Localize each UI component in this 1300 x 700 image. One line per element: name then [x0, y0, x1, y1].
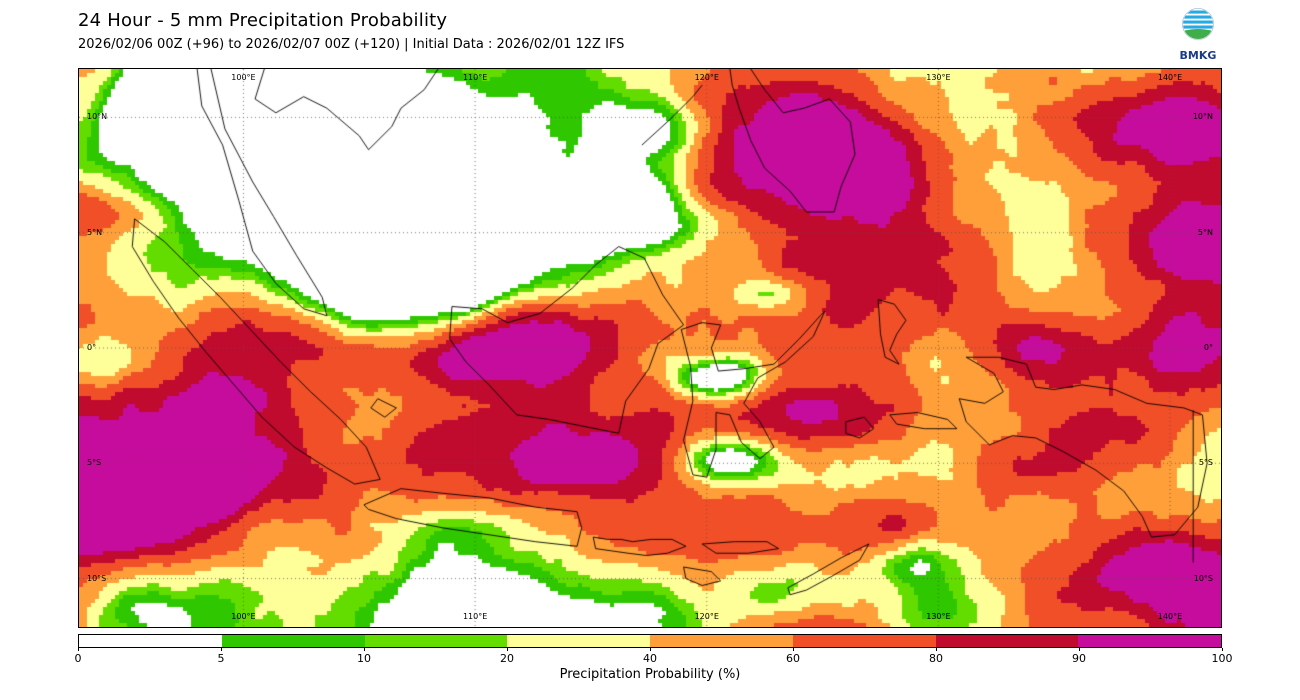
legend-segment — [221, 635, 365, 647]
legend-segment — [79, 635, 222, 647]
lon-label-top: 120°E — [694, 73, 719, 82]
legend-tick-mark — [792, 648, 794, 651]
map-area: 10°N 10°N 5°N 5°N 0° 0° 5°S 5°S 10°S 10°S 100°E 100… — [78, 68, 1222, 628]
precipitation-probability-map — [79, 69, 1221, 627]
lon-label-top: 110°E — [462, 73, 488, 82]
lat-label-right: 5°S — [1198, 458, 1213, 468]
legend-segment — [1078, 635, 1221, 647]
lon-label-top: 100°E — [231, 73, 256, 82]
lon-label-bottom: 130°E — [926, 612, 951, 621]
lat-label-right: 10°S — [1193, 573, 1213, 583]
legend-tick-mark — [220, 648, 222, 651]
lat-label-left: 5°S — [87, 458, 102, 468]
legend-segment — [792, 635, 936, 647]
lat-label-left: 5°N — [87, 227, 103, 237]
legend-segment — [650, 635, 793, 647]
legend-tick-label: 90 — [1072, 652, 1086, 665]
legend-tick-mark — [77, 648, 79, 651]
lon-label-bottom: 140°E — [1157, 612, 1183, 621]
lat-label-left: 10°N — [87, 112, 108, 122]
legend-tick-mark — [506, 648, 508, 651]
legend-segment — [507, 635, 650, 647]
legend-tick-mark — [1221, 648, 1223, 651]
lat-label-left: 0° — [87, 343, 97, 352]
legend-tick-label: 0 — [74, 652, 82, 665]
page-title: 24 Hour - 5 mm Precipitation Probability — [78, 10, 448, 31]
legend-tick-mark — [935, 648, 937, 651]
legend-tick-label: 5 — [217, 652, 225, 665]
legend-tick-label: 80 — [929, 652, 943, 665]
lon-label-bottom: 120°E — [694, 612, 719, 621]
legend-tick-row: 0 5 10 20 40 60 80 90 100 — [74, 648, 1233, 666]
legend-tick-label: 10 — [357, 652, 371, 665]
legend-tick-label: 100 — [1211, 652, 1233, 665]
legend-tick-label: 20 — [500, 652, 514, 665]
legend-segment — [935, 635, 1079, 647]
lat-label-right: 5°N — [1197, 227, 1213, 237]
legend-axis-label: Precipitation Probability (%) — [559, 667, 741, 682]
bmkg-logo-text: BMKG — [1180, 49, 1217, 62]
legend-tick-mark — [649, 648, 651, 651]
legend-tick-label: 60 — [786, 652, 800, 665]
lon-label-top: 130°E — [926, 73, 951, 82]
lat-label-right: 10°N — [1192, 112, 1213, 122]
legend-tick-mark — [1078, 648, 1080, 651]
lon-label-bottom: 110°E — [462, 612, 488, 621]
legend-tick-label: 40 — [643, 652, 657, 665]
legend-colorbar — [78, 634, 1222, 648]
legend-segment — [364, 635, 508, 647]
lon-label-top: 140°E — [1157, 73, 1183, 82]
lat-label-left: 10°S — [87, 573, 107, 583]
lon-label-bottom: 100°E — [231, 612, 256, 621]
legend-tick-mark — [363, 648, 365, 651]
forecast-period-subtitle: 2026/02/06 00Z (+96) to 2026/02/07 00Z (… — [78, 37, 625, 52]
bmkg-logo: BMKG — [1172, 5, 1224, 67]
bmkg-globe-icon: BMKG — [1180, 8, 1217, 62]
lat-label-right: 0° — [1203, 343, 1213, 352]
colorbar-legend: 0 5 10 20 40 60 80 90 100 Precipitation Probabil… — [74, 634, 1233, 682]
